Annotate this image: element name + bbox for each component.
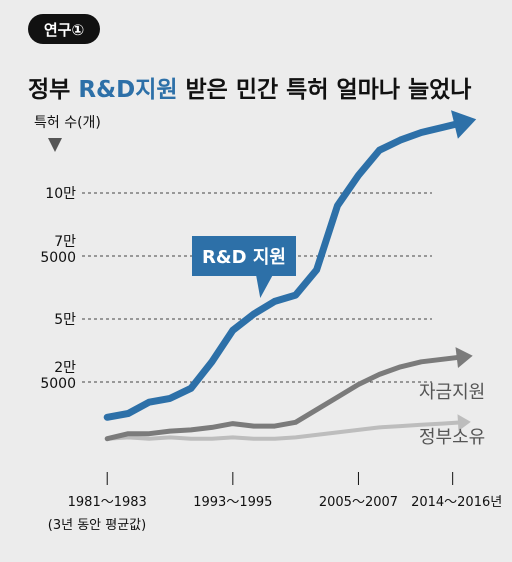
series-arrowhead-0 [451,110,477,139]
y-axis-label: 특허 수(개) [34,115,101,131]
series-line-2 [105,420,466,441]
y-tick-label-line: 5000 [40,376,76,392]
y-tick-label-line: 5000 [40,250,76,266]
y-tick-label: 5만 [54,312,76,328]
chart-title: 정부 R&D지원 받은 민간 특허 얼마나 늘었나 [28,77,471,103]
series-arrowhead-2 [457,414,471,431]
series-layer [103,110,477,442]
y-tick-label-line: 7만 [54,234,76,250]
x-tick-label: 2005～2007 [319,495,398,510]
y-tick-label: 10만 [45,186,76,202]
rnd-callout-bubble [192,236,296,298]
y-tick-label: 7만 5000 [40,234,76,266]
chart-title-pre: 정부 [28,77,78,103]
y-axis-down-arrow-icon [48,138,62,152]
grid-layer [82,192,432,383]
y-tick-label-line: 2만 [54,360,76,376]
series-label-grant: 자금지원 [419,382,485,403]
chart-title-accent: R&D지원 [78,77,177,103]
x-tick-label: 1993～1995 [193,495,272,510]
x-tick-label: 1981～1983 [68,495,147,510]
y-tick-label-line: 10만 [45,186,76,202]
series-arrowhead-1 [455,347,473,368]
y-tick-label-line: 5만 [54,312,76,328]
x-axis: 1981～1983 1993～1995 2005～2007 2014～2016년 (3년… [48,472,502,533]
y-tick-label: 2만 5000 [40,360,76,392]
x-tick-label: 2014～2016년 [411,495,502,510]
x-axis-note: (3년 동안 평균값) [48,518,146,533]
section-badge [28,14,100,44]
chart-title-post: 받은 민간 특허 얼마나 늘었나 [178,77,472,103]
section-badge-label: 연구① [44,21,84,39]
series-line-1 [104,354,466,442]
series-label-gov: 정부소유 [419,427,485,448]
series-line-0 [103,118,467,421]
series-label-rnd: R&D 지원 [202,247,286,268]
